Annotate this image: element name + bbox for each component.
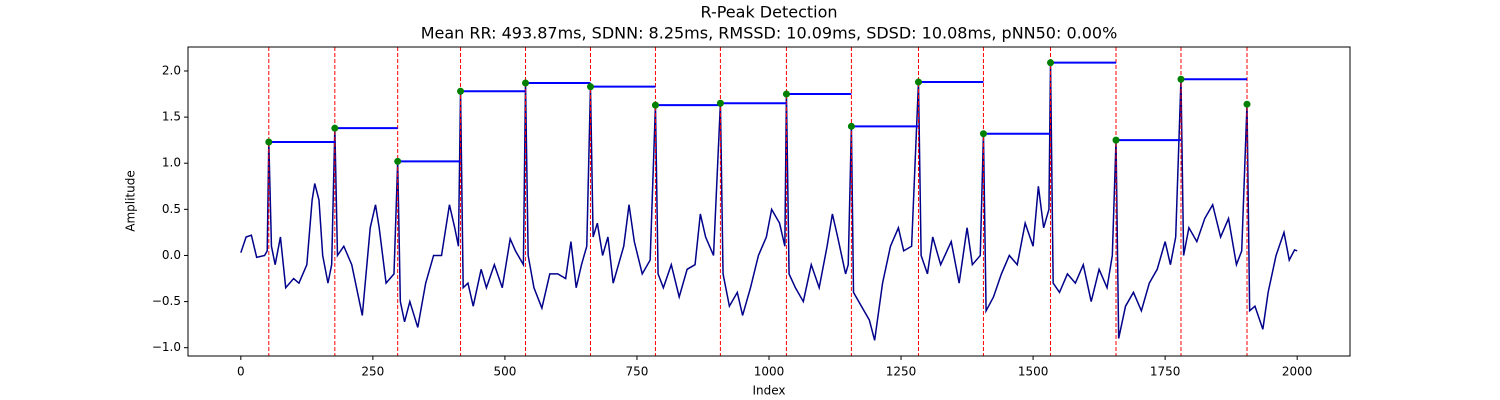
r-peak [1243,100,1251,108]
r-peak [265,138,273,146]
r-peak [331,124,339,132]
x-tick-label: 250 [361,365,384,379]
y-axis-label: Amplitude [124,170,138,232]
r-peak [651,101,659,109]
signal-line [240,62,1298,341]
r-peak [1112,136,1120,144]
r-peak [847,122,855,130]
x-tick-label: 2000 [1282,365,1313,379]
x-tick-label: 1750 [1150,365,1181,379]
r-peak [394,157,402,165]
r-peak [979,130,987,138]
chart-title: R-Peak Detection [700,3,837,22]
r-peak [457,87,465,95]
x-tick-label: 1000 [754,365,785,379]
r-peak [782,90,790,98]
y-tick-label: 2.0 [162,63,181,77]
x-tick-label: 1500 [1018,365,1049,379]
x-tick-label: 750 [626,365,649,379]
x-tick-label: 0 [237,365,245,379]
plot-frame [187,46,1351,357]
y-tick-label: −0.5 [152,294,181,308]
r-peak [586,83,594,91]
y-tick-label: 0.0 [162,248,181,262]
x-tick-label: 1250 [886,365,917,379]
r-peak [914,78,922,86]
r-peak [522,79,530,87]
y-tick-label: 0.5 [162,202,181,216]
x-tick-label: 500 [493,365,516,379]
y-tick-label: 1.5 [162,110,181,124]
y-tick-label: 1.0 [162,156,181,170]
x-axis-label: Index [752,384,785,398]
r-peak [1177,75,1185,83]
chart-subtitle: Mean RR: 493.87ms, SDNN: 8.25ms, RMSSD: … [421,24,1118,43]
r-peak [716,99,724,107]
y-tick-label: −1.0 [152,340,181,354]
r-peak [1047,59,1055,67]
